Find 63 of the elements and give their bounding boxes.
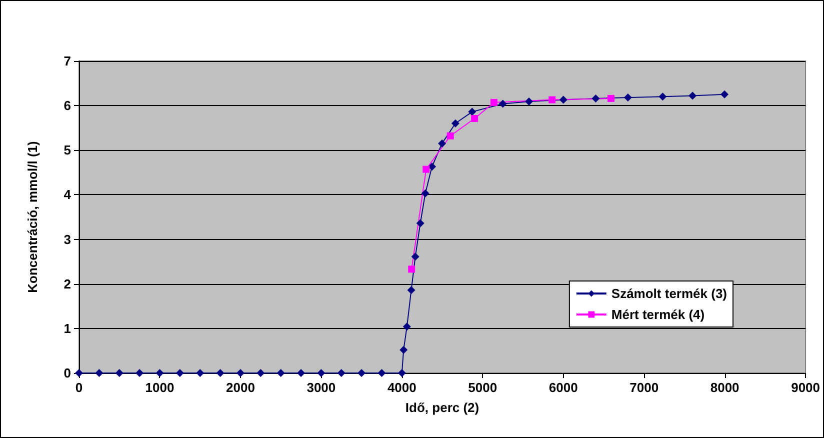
y-tick-label: 0	[64, 366, 71, 380]
point	[428, 162, 436, 171]
point	[378, 369, 386, 377]
legend-label: Mért termék (4)	[611, 307, 705, 322]
point	[400, 346, 408, 354]
x-tick-label: 1000	[145, 380, 174, 395]
point	[196, 369, 204, 377]
point	[524, 98, 533, 106]
point	[408, 266, 416, 273]
point	[468, 108, 476, 116]
point	[471, 114, 478, 122]
legend-label: Számolt termék (3)	[611, 286, 728, 301]
point	[490, 98, 498, 106]
point	[438, 139, 446, 148]
x-tick-label: 3000	[306, 380, 336, 395]
x-axis-title: Idő, perc (2)	[405, 400, 480, 415]
x-tick-label: 4000	[387, 380, 416, 395]
point	[407, 286, 416, 294]
y-tick-label: 7	[64, 54, 71, 68]
x-tick-label: 8000	[710, 380, 740, 395]
x-tick-label: 7000	[630, 380, 659, 395]
point	[256, 369, 265, 377]
point	[216, 369, 224, 377]
point	[276, 369, 285, 377]
point	[402, 322, 411, 331]
y-tick-label: 4	[64, 187, 72, 202]
y-tick-label: 5	[64, 142, 71, 158]
point	[446, 132, 454, 140]
point	[156, 369, 164, 377]
point	[115, 369, 124, 377]
point	[416, 219, 424, 228]
point	[422, 166, 430, 173]
point	[688, 92, 697, 100]
point	[136, 369, 144, 377]
x-tick-label: 6000	[548, 380, 578, 395]
point	[236, 369, 244, 377]
point	[297, 369, 305, 377]
x-tick-label: 5000	[468, 380, 498, 395]
y-tick-label: 3	[64, 232, 71, 247]
point	[559, 96, 568, 104]
point	[607, 94, 614, 102]
x-tick-label: 9000	[791, 380, 820, 395]
x-tick-label: 0	[75, 380, 83, 395]
point	[317, 369, 326, 377]
point	[592, 94, 600, 102]
point	[451, 119, 460, 128]
point	[176, 369, 184, 377]
point	[498, 100, 507, 108]
point	[398, 369, 406, 377]
y-tick-label: 6	[64, 98, 71, 114]
y-tick-label: 2	[64, 276, 71, 292]
point	[548, 96, 556, 104]
y-tick-label: 1	[64, 320, 71, 336]
point	[95, 369, 104, 377]
point	[720, 90, 728, 98]
x-tick-label: 2000	[226, 380, 255, 395]
point	[358, 369, 366, 377]
point	[411, 252, 420, 261]
point	[624, 94, 632, 102]
point	[658, 92, 667, 101]
point	[337, 369, 346, 377]
y-axis-title: Koncentráció, mmol/l (1)	[25, 141, 40, 293]
point	[421, 189, 430, 198]
